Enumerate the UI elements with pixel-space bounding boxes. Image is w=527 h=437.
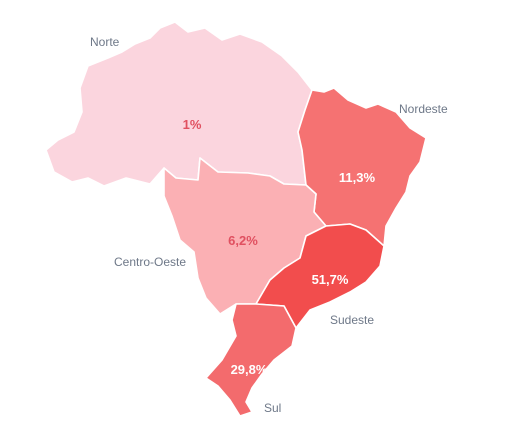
region-sudeste-name: Sudeste (330, 313, 374, 327)
region-norte-value: 1% (183, 117, 202, 132)
region-sul-value: 29,8% (231, 362, 268, 377)
region-sudeste[interactable] (255, 223, 385, 329)
region-nordeste-name: Nordeste (399, 102, 448, 116)
region-sul-name: Sul (264, 401, 281, 415)
region-centro-oeste-name: Centro-Oeste (114, 255, 186, 269)
region-centro-oeste-value: 6,2% (228, 233, 258, 248)
region-sul[interactable] (205, 303, 297, 417)
region-nordeste-value: 11,3% (339, 170, 376, 185)
region-norte-name: Norte (90, 35, 120, 49)
region-norte[interactable] (45, 21, 313, 187)
region-sudeste-value: 51,7% (312, 272, 349, 287)
